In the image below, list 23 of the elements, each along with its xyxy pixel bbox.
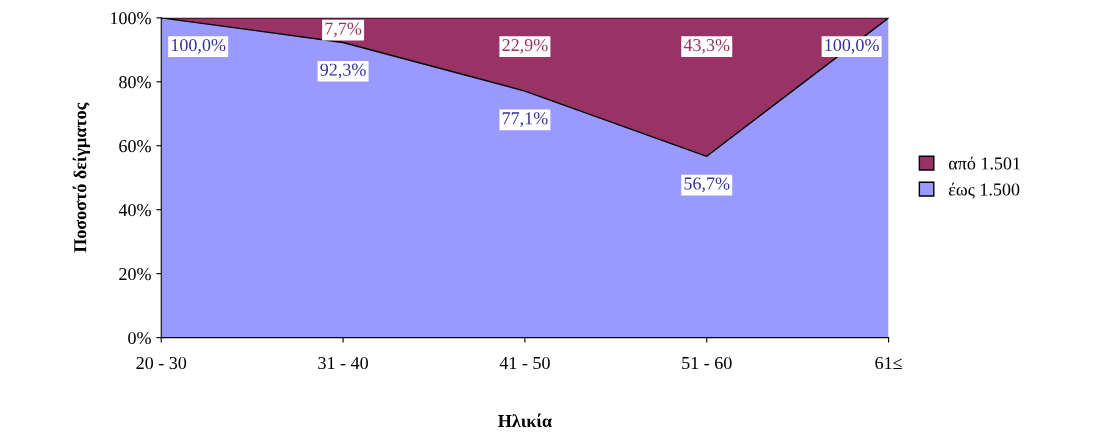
- legend-label: έως 1.500: [948, 182, 1020, 199]
- y-tick-label: 80%: [119, 76, 151, 89]
- y-tick-label: 60%: [119, 140, 151, 153]
- x-tick-label: 51 - 60: [682, 356, 732, 370]
- x-tick-label: 20 - 30: [136, 356, 187, 370]
- y-axis-title: Ποσοστό δείγματος: [72, 102, 90, 253]
- y-tick-label: 100%: [111, 12, 151, 25]
- y-tick-label: 40%: [118, 203, 151, 217]
- data-label: 43,3%: [683, 38, 730, 54]
- x-tick-label: 31 - 40: [318, 356, 368, 370]
- x-tick-label: 61≤: [875, 356, 902, 370]
- y-tick-label: 0%: [128, 331, 151, 345]
- data-label: 22,9%: [502, 38, 548, 54]
- data-label: 100,0%: [171, 38, 226, 54]
- data-label: 56,7%: [684, 177, 730, 193]
- data-label: 100,0%: [825, 38, 879, 54]
- legend-label: από 1.501: [948, 156, 1020, 170]
- x-axis-title: Ηλικία: [498, 413, 552, 428]
- data-label: 7,7%: [325, 22, 362, 38]
- data-label: 92,3%: [320, 63, 366, 79]
- data-label: 77,1%: [502, 112, 548, 127]
- x-tick-label: 41 - 50: [499, 356, 550, 370]
- y-tick-label: 20%: [119, 267, 151, 281]
